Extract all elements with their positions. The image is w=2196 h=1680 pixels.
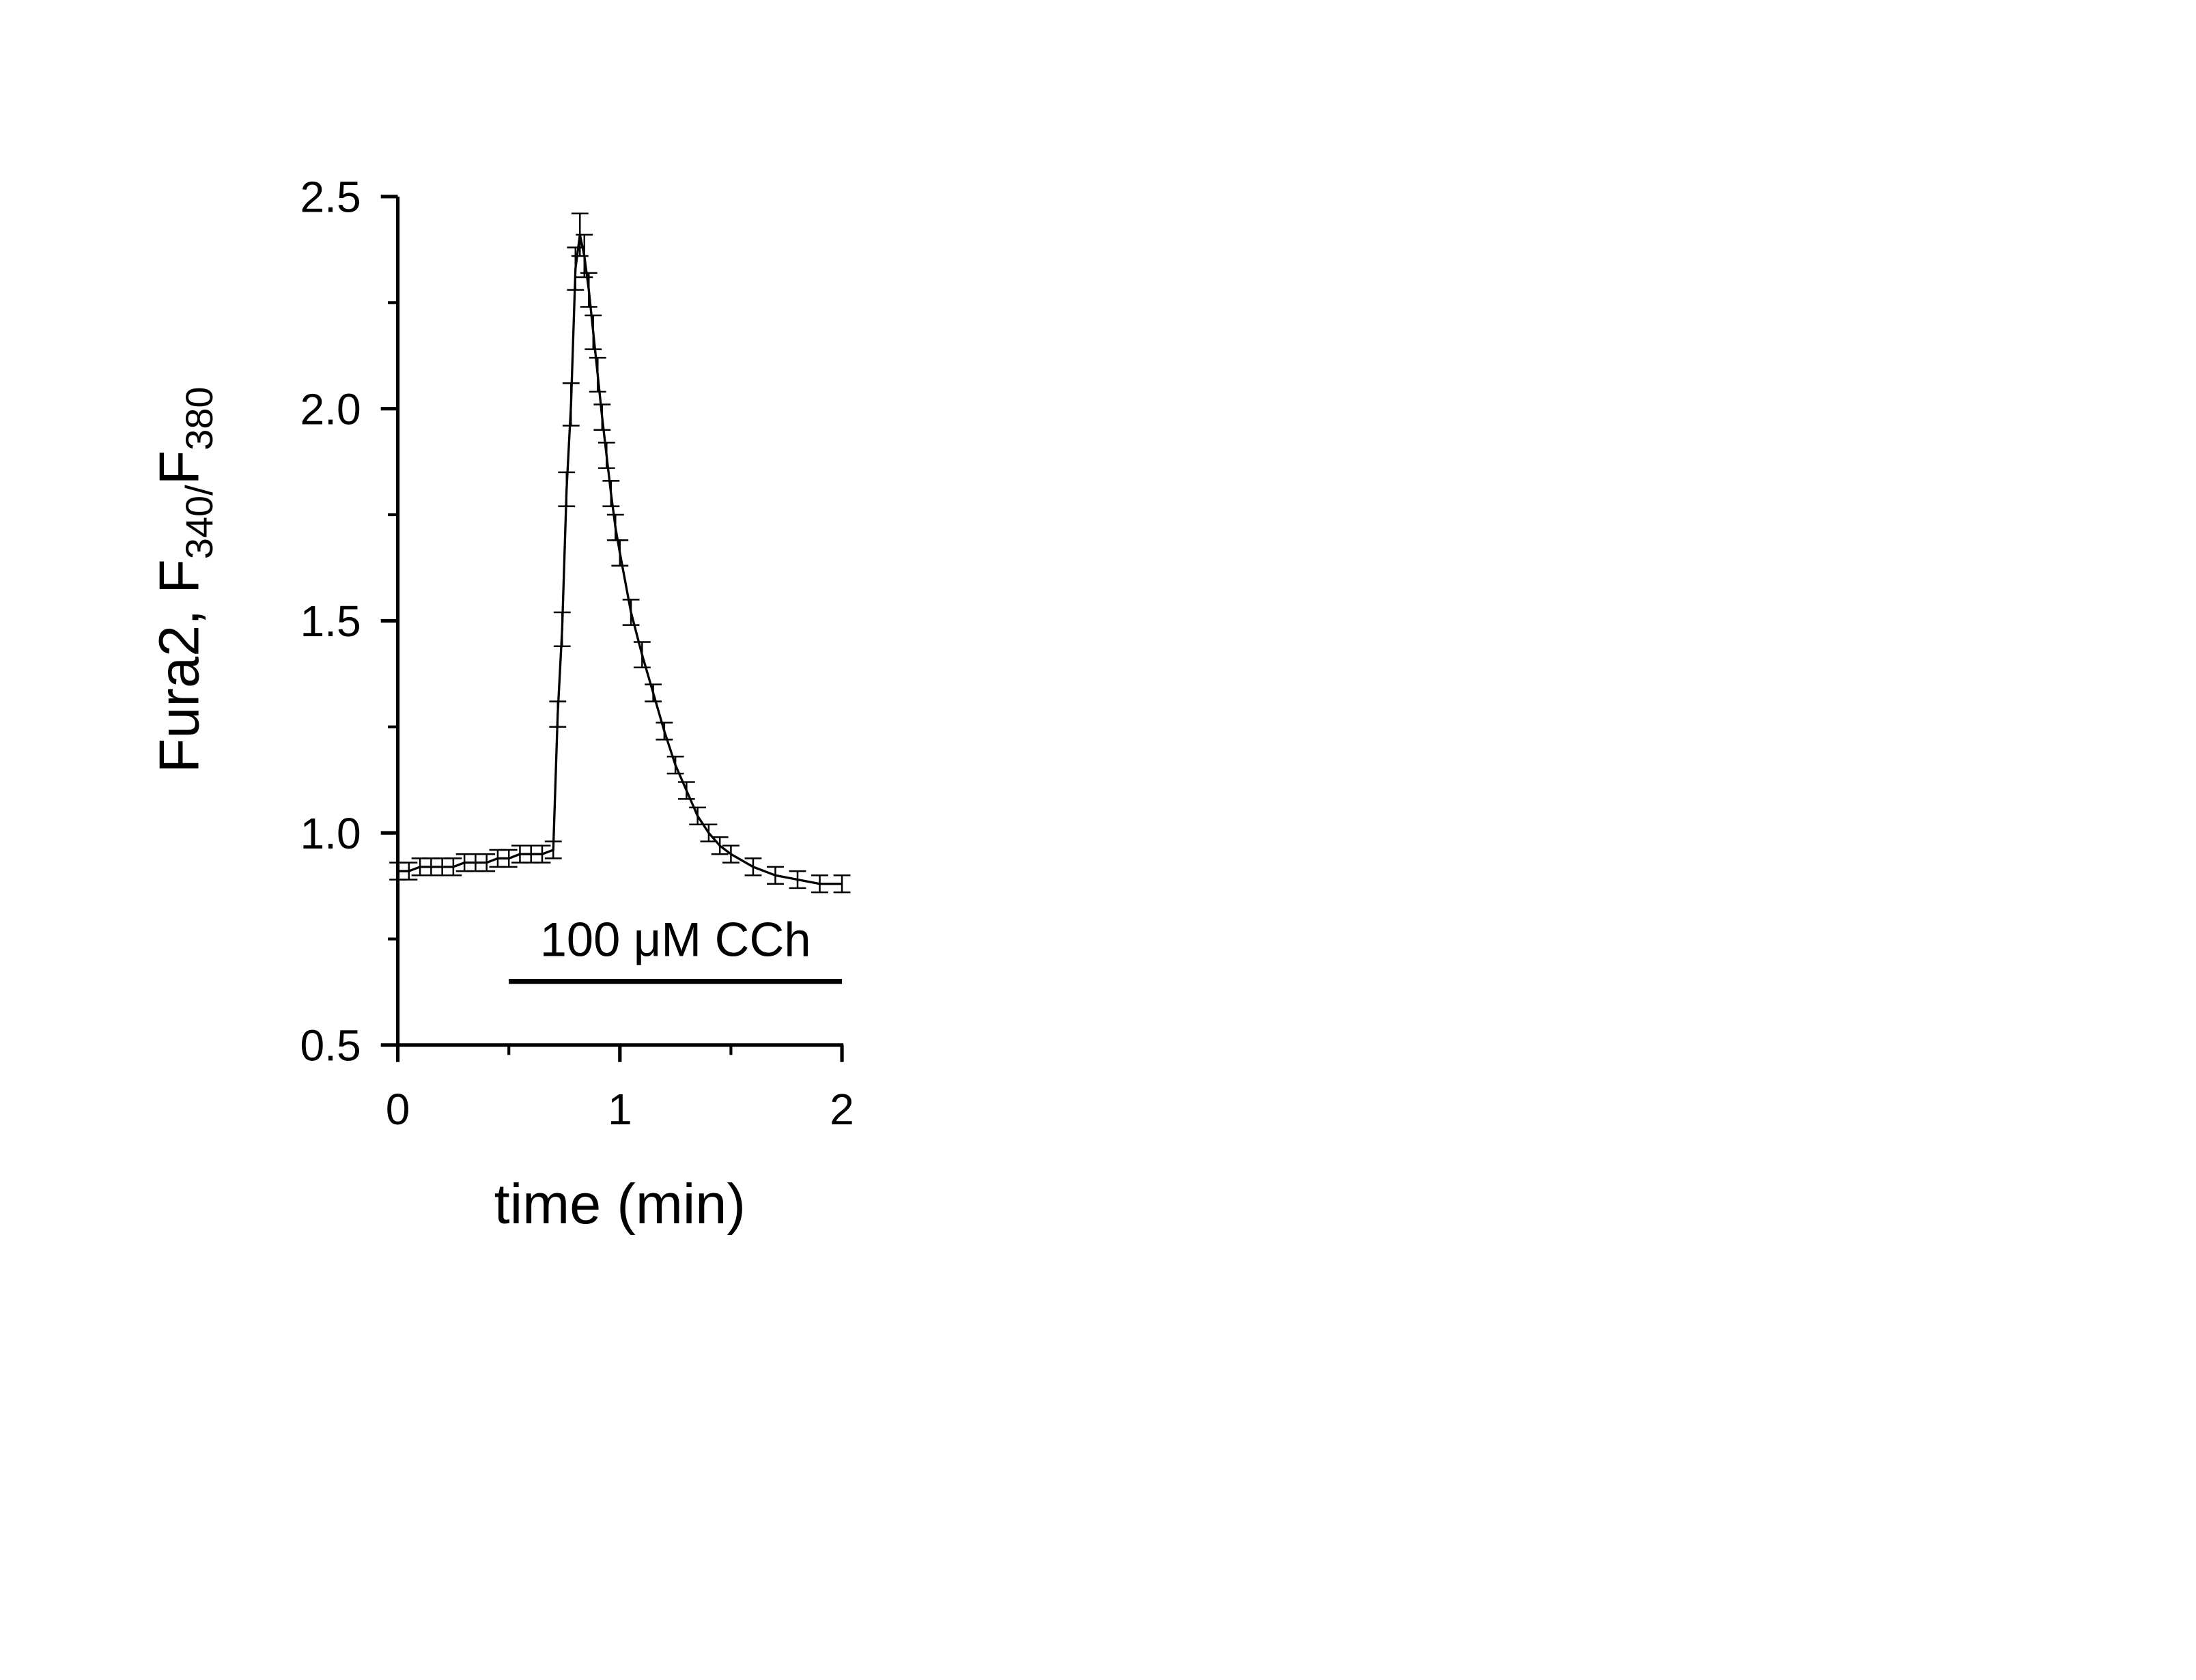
error-bar [833,874,851,894]
error-bar [580,272,597,308]
y-tick-label: 0.5 [300,1021,361,1070]
error-bar [645,683,662,702]
error-bar [562,382,580,427]
error-bar [767,866,784,885]
error-bar [611,539,629,567]
error-bar [677,781,695,800]
error-bar [622,599,640,626]
x-tick-label: 0 [386,1085,410,1134]
error-bar [633,641,651,669]
y-tick-label: 2.5 [300,173,361,222]
error-bar [544,840,562,859]
y-axis-label: Fura2, F340/F380 [147,386,221,773]
error-bar [549,700,567,728]
y-label-subscript: 340/ [178,485,221,559]
y-tick-label: 1.0 [300,809,361,858]
error-bar [445,857,462,877]
error-bar [585,314,602,350]
error-bar [576,233,593,279]
y-tick-label: 2.0 [300,384,361,433]
x-axis-label: time (min) [494,1172,746,1236]
error-bar [589,356,606,393]
y-label-part: Fura2, F [147,559,210,773]
error-bar [666,756,684,775]
error-bar [744,857,762,877]
error-bar [533,844,551,864]
annotation: 100 μM CCh [540,912,811,966]
x-tick-label: 2 [830,1085,854,1134]
error-bar [400,862,418,881]
error-bar [711,836,729,855]
error-bar [789,870,806,889]
error-bar [500,849,518,868]
y-label-part: F [147,451,210,485]
error-bar [700,823,718,842]
y-tick-label: 1.5 [300,597,361,646]
error-bar [602,480,620,507]
error-bar [597,442,615,469]
error-bar [656,722,673,741]
error-bar [811,874,828,894]
error-bar [558,471,576,507]
y-label-subscript: 380 [178,386,221,450]
x-tick-label: 1 [608,1085,632,1134]
error-bar [593,403,611,431]
error-bar [567,246,585,291]
error-bar [478,853,496,872]
error-bar [553,611,571,647]
error-bar [722,844,740,864]
